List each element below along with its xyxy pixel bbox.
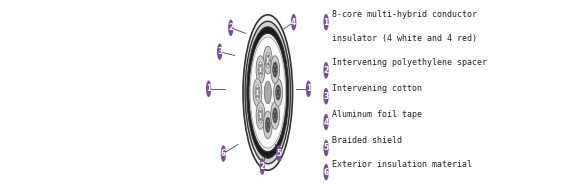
- Ellipse shape: [260, 64, 262, 67]
- Ellipse shape: [277, 87, 278, 90]
- Text: 3: 3: [217, 47, 222, 56]
- Text: Braided shield: Braided shield: [332, 136, 401, 145]
- Ellipse shape: [260, 110, 262, 113]
- Text: 4: 4: [291, 18, 296, 27]
- Text: 2: 2: [324, 66, 329, 75]
- Ellipse shape: [324, 140, 329, 156]
- Ellipse shape: [258, 95, 259, 98]
- Text: 3: 3: [324, 92, 329, 101]
- Text: 6: 6: [324, 168, 329, 176]
- Ellipse shape: [228, 19, 234, 36]
- Text: Intervening polyethylene spacer: Intervening polyethylene spacer: [332, 58, 487, 67]
- Ellipse shape: [324, 14, 329, 31]
- Ellipse shape: [279, 91, 280, 94]
- Ellipse shape: [245, 21, 291, 164]
- Ellipse shape: [258, 87, 259, 90]
- Ellipse shape: [324, 164, 329, 180]
- Text: insulator (4 white and 4 red): insulator (4 white and 4 red): [332, 34, 477, 43]
- Ellipse shape: [258, 62, 263, 77]
- Ellipse shape: [268, 55, 269, 58]
- Text: 2: 2: [260, 162, 265, 171]
- Ellipse shape: [274, 110, 275, 113]
- Ellipse shape: [255, 85, 260, 100]
- Ellipse shape: [273, 68, 274, 71]
- Ellipse shape: [259, 72, 260, 75]
- Ellipse shape: [268, 62, 269, 66]
- Ellipse shape: [259, 118, 260, 121]
- Text: 8-core multi-hybrid conductor: 8-core multi-hybrid conductor: [332, 10, 477, 19]
- Ellipse shape: [274, 72, 275, 75]
- Ellipse shape: [253, 79, 262, 106]
- Ellipse shape: [243, 15, 292, 170]
- Ellipse shape: [258, 108, 263, 123]
- Text: 5: 5: [324, 144, 329, 152]
- Ellipse shape: [206, 80, 211, 97]
- Ellipse shape: [273, 62, 278, 77]
- Ellipse shape: [221, 145, 226, 162]
- Text: 2: 2: [228, 23, 233, 32]
- Ellipse shape: [259, 64, 260, 67]
- Text: 1: 1: [206, 84, 211, 93]
- Ellipse shape: [249, 33, 287, 152]
- Ellipse shape: [266, 117, 270, 132]
- Ellipse shape: [274, 118, 275, 121]
- Ellipse shape: [271, 102, 280, 129]
- Ellipse shape: [268, 119, 269, 123]
- Ellipse shape: [266, 123, 267, 127]
- Ellipse shape: [274, 79, 282, 106]
- Ellipse shape: [324, 114, 329, 130]
- Ellipse shape: [256, 87, 258, 90]
- Ellipse shape: [269, 58, 270, 62]
- Ellipse shape: [264, 81, 271, 104]
- Ellipse shape: [276, 114, 277, 117]
- Ellipse shape: [259, 68, 260, 71]
- Ellipse shape: [273, 108, 278, 123]
- Text: 1: 1: [306, 84, 311, 93]
- Ellipse shape: [258, 91, 259, 94]
- Ellipse shape: [324, 88, 329, 105]
- Ellipse shape: [259, 110, 260, 113]
- Text: Intervening cotton: Intervening cotton: [332, 84, 422, 93]
- Ellipse shape: [263, 46, 272, 74]
- Ellipse shape: [260, 72, 262, 75]
- Text: 5: 5: [276, 149, 281, 158]
- Ellipse shape: [276, 85, 281, 100]
- Ellipse shape: [276, 91, 277, 94]
- Ellipse shape: [278, 95, 280, 98]
- Ellipse shape: [273, 114, 274, 117]
- Ellipse shape: [324, 62, 329, 79]
- Ellipse shape: [274, 64, 275, 67]
- Ellipse shape: [260, 158, 265, 175]
- Ellipse shape: [271, 56, 280, 83]
- Ellipse shape: [217, 43, 222, 60]
- Ellipse shape: [256, 102, 265, 129]
- Ellipse shape: [247, 27, 289, 158]
- Ellipse shape: [278, 87, 280, 90]
- Text: 6: 6: [221, 149, 226, 158]
- Ellipse shape: [268, 127, 269, 130]
- Ellipse shape: [256, 56, 265, 83]
- Ellipse shape: [269, 123, 270, 127]
- Ellipse shape: [277, 95, 278, 98]
- Text: Exterior insulation material: Exterior insulation material: [332, 160, 472, 169]
- Ellipse shape: [276, 145, 281, 162]
- Ellipse shape: [263, 111, 272, 139]
- Ellipse shape: [276, 68, 277, 71]
- Ellipse shape: [266, 58, 267, 62]
- Ellipse shape: [250, 37, 285, 148]
- Ellipse shape: [306, 80, 311, 97]
- Ellipse shape: [260, 118, 262, 121]
- Text: Aluminum foil tape: Aluminum foil tape: [332, 110, 422, 119]
- Ellipse shape: [259, 114, 260, 117]
- Ellipse shape: [266, 53, 270, 68]
- Ellipse shape: [256, 95, 258, 98]
- Text: 1: 1: [324, 18, 329, 27]
- Ellipse shape: [291, 14, 296, 31]
- Text: 4: 4: [324, 118, 329, 127]
